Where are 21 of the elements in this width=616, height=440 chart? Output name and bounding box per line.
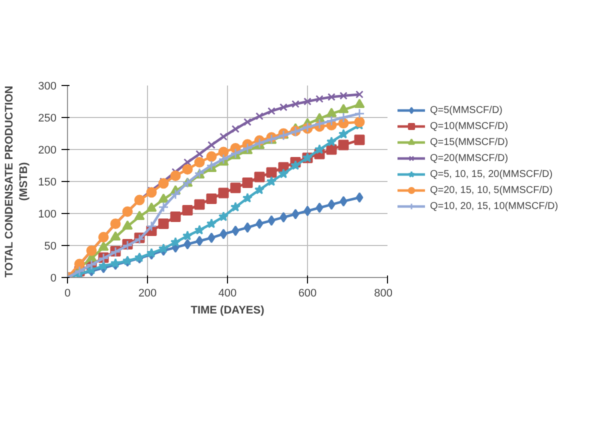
- x-tick-label: 200: [138, 288, 157, 300]
- x-tick-label: 400: [218, 288, 237, 300]
- y-tick-label: 250: [38, 112, 57, 124]
- y-tick-label: 200: [38, 144, 57, 156]
- legend-label: Q=5(MMSCF/D): [430, 104, 502, 117]
- legend-label: Q=15(MMSCF/D): [430, 136, 508, 149]
- y-axis-title: TOTAL CONDENSATE PRODUCTION (MSTB): [4, 86, 30, 278]
- y-tick-label: 150: [38, 176, 57, 188]
- legend-label: Q=20, 15, 10, 5(MMSCF/D): [430, 184, 553, 197]
- y-tick-label: 300: [38, 80, 57, 92]
- legend-label: Q=10(MMSCF/D): [430, 120, 508, 133]
- legend-label: Q=10, 20, 15, 10(MMSCF/D): [430, 200, 558, 213]
- y-tick-label: 50: [44, 240, 57, 252]
- y-tick-label: 100: [38, 208, 57, 220]
- y-tick-label: 0: [50, 272, 57, 284]
- x-tick-label: 800: [374, 288, 393, 300]
- x-tick-label: 600: [298, 288, 317, 300]
- legend-label: Q=20(MMSCF/D): [430, 152, 508, 165]
- x-tick-label: 0: [64, 288, 71, 300]
- legend-label: Q=5, 10, 15, 20(MMSCF/D): [430, 168, 553, 181]
- x-axis-title: TIME (DAYES): [190, 304, 265, 316]
